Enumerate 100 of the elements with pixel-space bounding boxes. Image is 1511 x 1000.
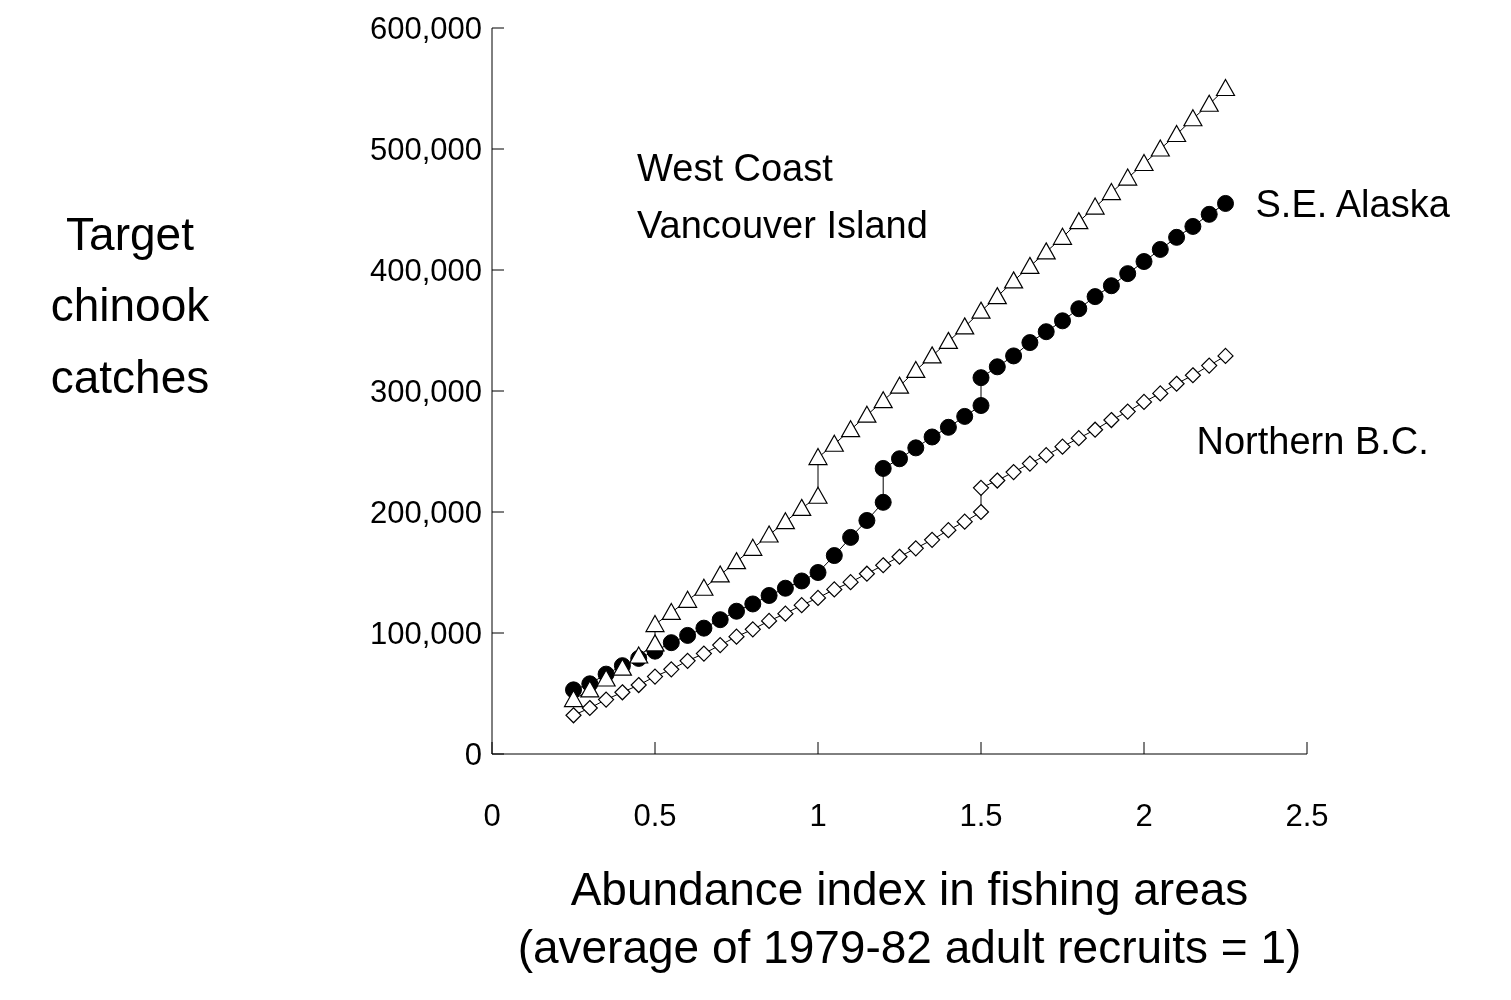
point xyxy=(661,602,681,621)
point xyxy=(792,498,812,516)
point xyxy=(695,645,712,662)
series-label: Northern B.C. xyxy=(1196,420,1429,463)
point xyxy=(940,522,957,539)
point xyxy=(842,528,860,546)
point xyxy=(809,564,827,581)
point xyxy=(889,376,910,394)
point xyxy=(694,578,714,596)
point xyxy=(596,669,616,687)
point xyxy=(726,552,747,570)
point xyxy=(1201,357,1218,374)
point xyxy=(598,691,615,708)
point xyxy=(712,637,729,654)
point xyxy=(1020,256,1040,274)
point xyxy=(875,557,892,574)
point xyxy=(744,621,761,638)
point xyxy=(906,360,926,379)
point xyxy=(1151,240,1169,258)
point xyxy=(972,503,990,521)
point xyxy=(956,407,974,425)
point xyxy=(841,420,861,438)
point xyxy=(1167,124,1187,143)
point xyxy=(743,538,763,556)
point xyxy=(987,287,1007,305)
point xyxy=(1119,265,1137,283)
point xyxy=(1215,78,1236,97)
point xyxy=(857,405,877,423)
y-tick-label: 300,000 xyxy=(369,373,482,409)
point xyxy=(775,512,795,530)
x-tick-label: 0.5 xyxy=(633,798,677,833)
point xyxy=(663,661,680,678)
point xyxy=(759,525,779,543)
point xyxy=(1168,228,1186,246)
point xyxy=(808,447,828,466)
point xyxy=(1217,194,1234,212)
point xyxy=(645,614,665,633)
point xyxy=(1199,94,1219,112)
point xyxy=(1085,197,1105,215)
point xyxy=(728,628,745,645)
point xyxy=(581,699,598,717)
point xyxy=(938,331,958,349)
point xyxy=(793,572,811,590)
point xyxy=(1168,375,1185,392)
point xyxy=(923,428,941,446)
point xyxy=(662,634,680,652)
point xyxy=(777,605,794,622)
point xyxy=(939,418,957,436)
point xyxy=(1135,253,1153,271)
point xyxy=(1200,205,1218,223)
point xyxy=(842,574,859,591)
text: West Coast Vancouver Island xyxy=(637,147,928,247)
point xyxy=(744,595,762,613)
point xyxy=(1070,430,1087,447)
point xyxy=(1217,347,1234,365)
series-label: S.E. Alaska xyxy=(1255,182,1451,225)
point xyxy=(679,626,697,644)
point xyxy=(1021,455,1038,472)
y-tick-label: 0 xyxy=(464,736,482,772)
x-tick-label: 2 xyxy=(1135,798,1153,833)
y-axis-title: Target chinook catches xyxy=(50,208,211,403)
point xyxy=(1103,411,1120,429)
point xyxy=(1135,393,1153,410)
point xyxy=(825,547,843,565)
point xyxy=(1052,227,1073,245)
point xyxy=(710,565,730,583)
point xyxy=(630,676,647,694)
point xyxy=(1183,109,1203,127)
point xyxy=(1101,182,1121,201)
y-tick-label: 200,000 xyxy=(369,494,482,530)
point xyxy=(1054,438,1071,455)
point xyxy=(1037,323,1055,341)
point xyxy=(874,493,892,511)
point xyxy=(1005,463,1022,481)
point xyxy=(565,707,582,724)
point xyxy=(760,586,778,604)
point xyxy=(922,346,942,364)
x-axis-title: Abundance index in fishing areas (average of 1979-82 adult recruits = 1) xyxy=(517,863,1302,973)
point xyxy=(1152,385,1169,402)
point xyxy=(808,486,828,504)
point xyxy=(924,531,941,548)
point xyxy=(645,634,665,652)
point xyxy=(955,317,975,335)
point xyxy=(1184,367,1201,384)
point xyxy=(1069,212,1089,230)
point xyxy=(1150,139,1170,157)
point xyxy=(1087,421,1104,438)
point xyxy=(1134,153,1154,172)
point xyxy=(989,472,1006,489)
point xyxy=(907,439,925,457)
point xyxy=(1054,312,1071,330)
point xyxy=(971,301,991,319)
x-tick-label: 1 xyxy=(809,798,827,833)
point xyxy=(695,619,713,637)
y-tick-label: 500,000 xyxy=(369,131,482,167)
point xyxy=(679,652,696,669)
point xyxy=(1004,271,1024,289)
point xyxy=(891,548,908,565)
point xyxy=(858,511,876,529)
point xyxy=(824,434,844,452)
